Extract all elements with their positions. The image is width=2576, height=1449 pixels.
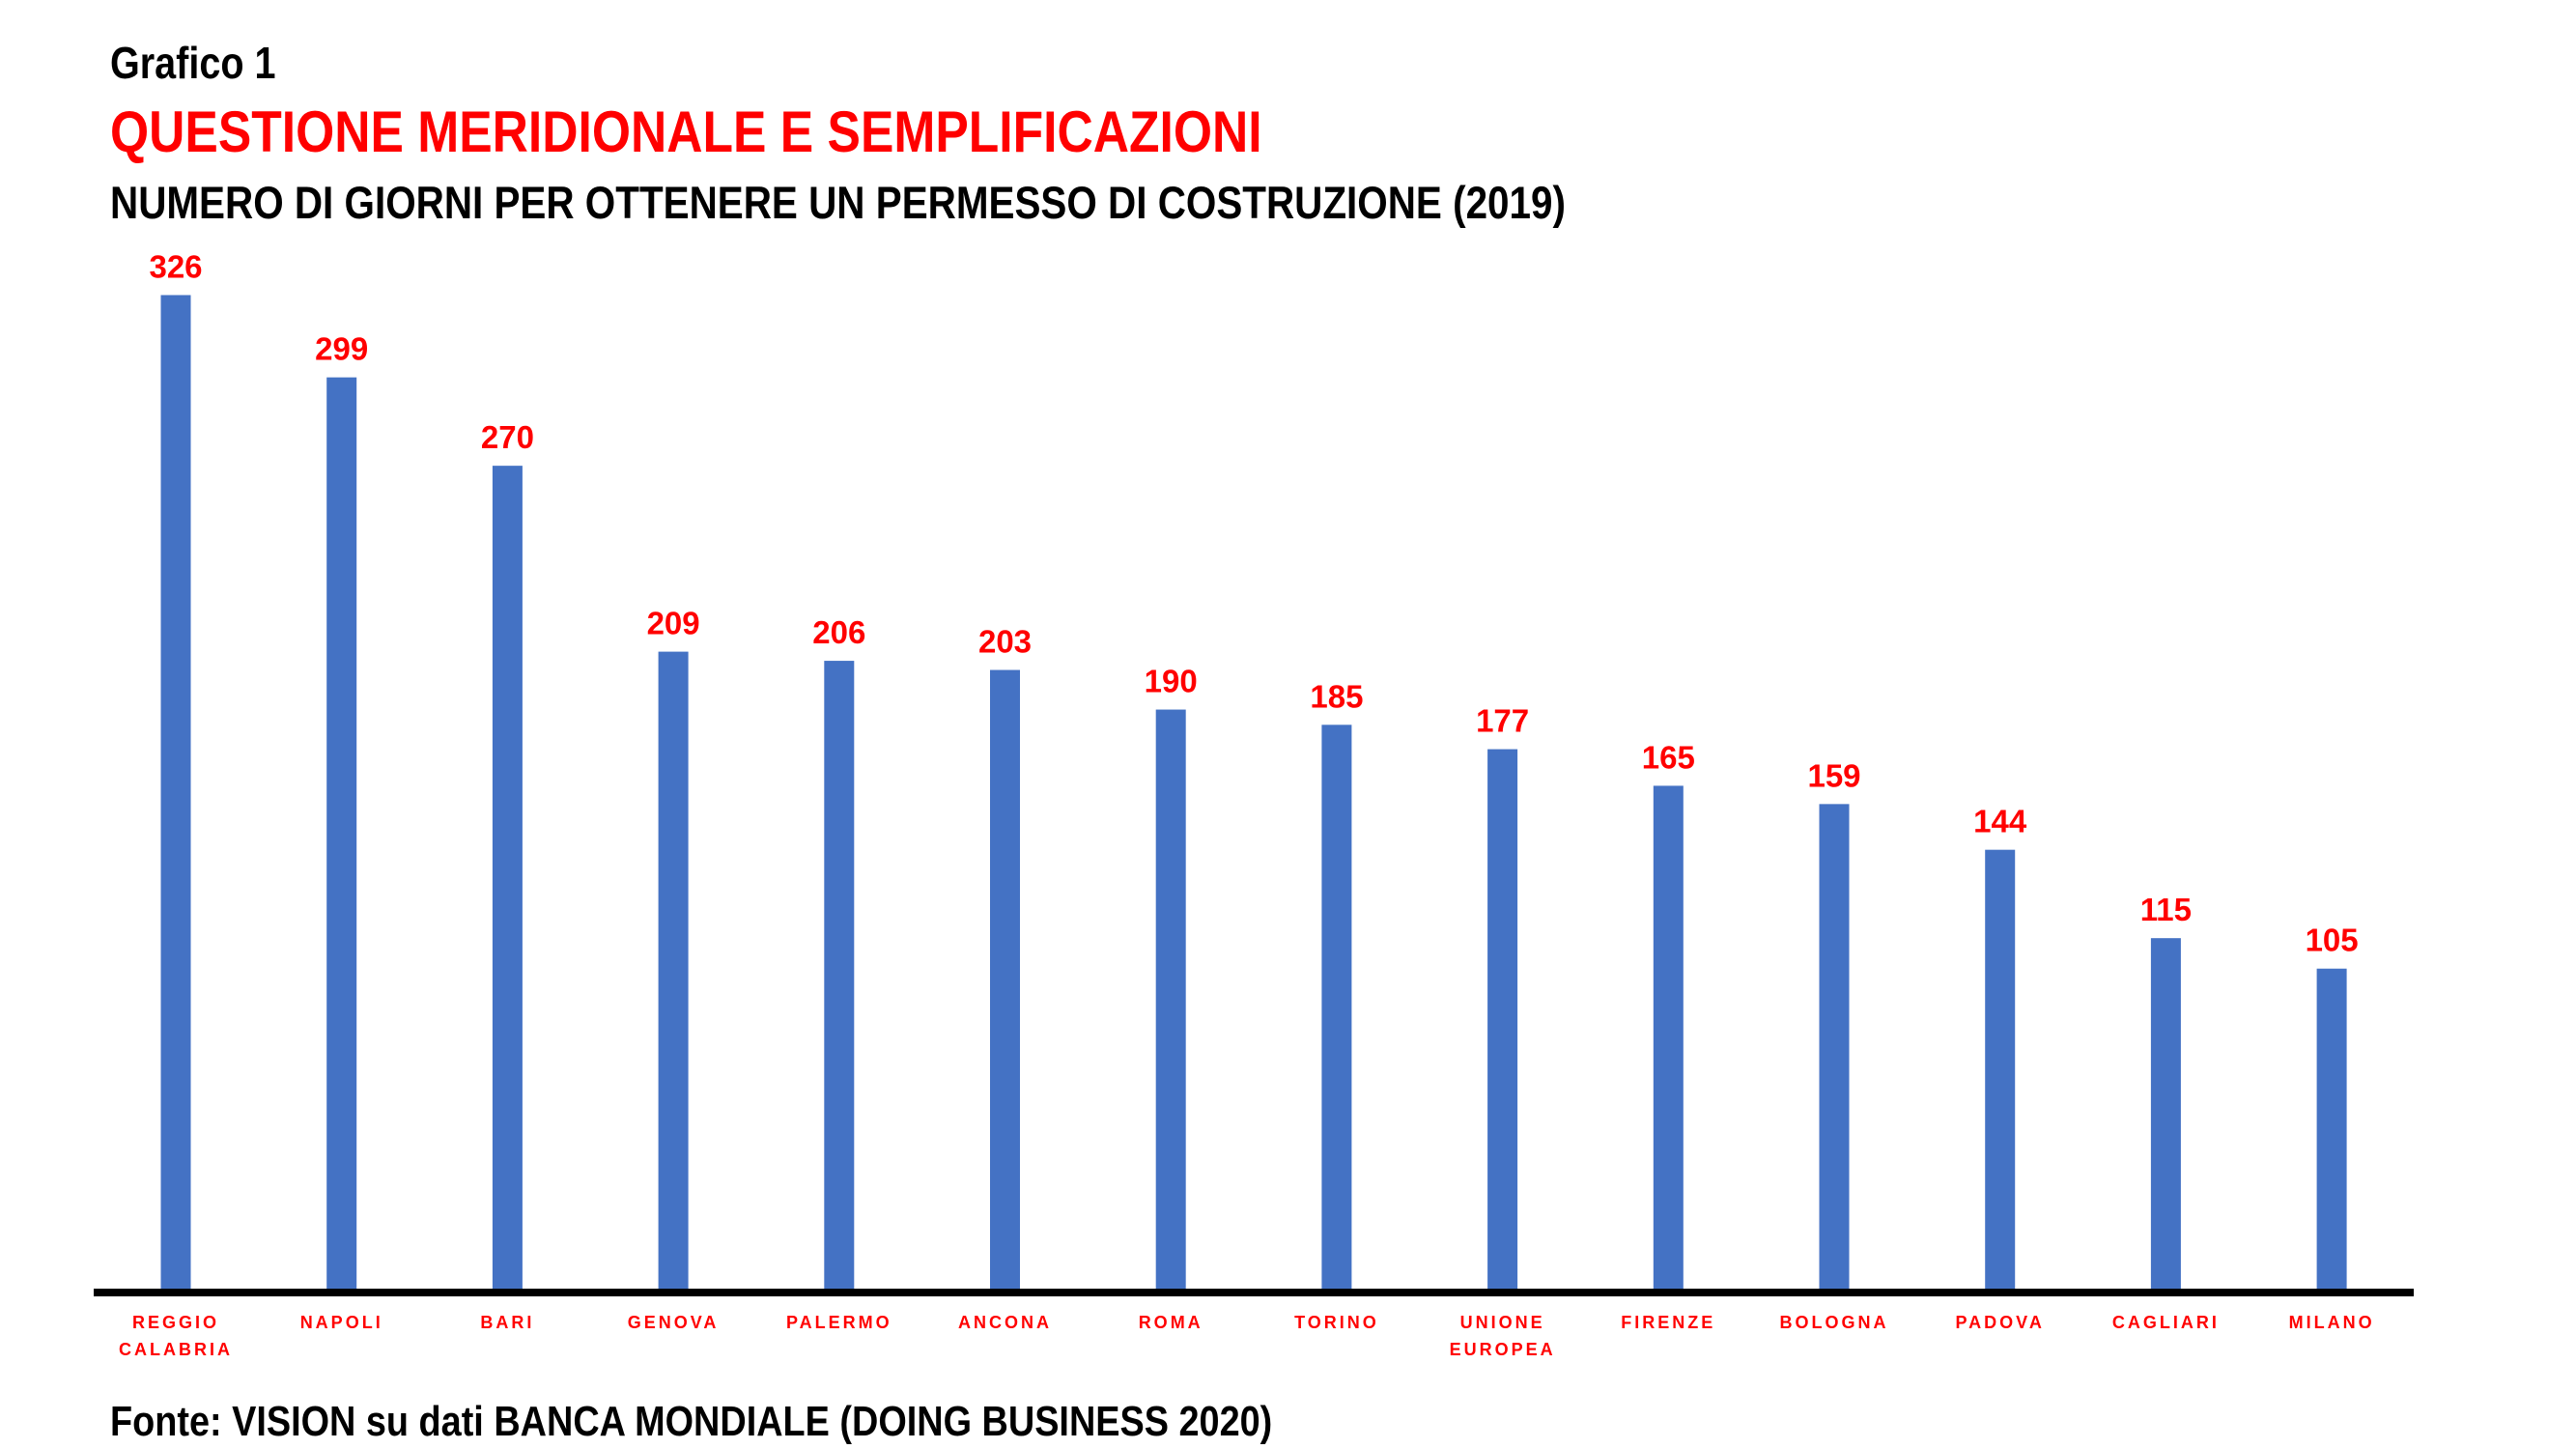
data-label: 190 — [1145, 664, 1198, 699]
data-label: 159 — [1807, 757, 1860, 793]
x-tick-label: REGGIO — [132, 1313, 219, 1332]
chart-subtitle: NUMERO DI GIORNI PER OTTENERE UN PERMESS… — [110, 177, 1566, 228]
bar — [1321, 724, 1352, 1289]
data-label: 105 — [2306, 923, 2359, 958]
bar — [326, 377, 357, 1289]
bar — [1819, 804, 1850, 1289]
x-axis — [94, 1289, 2414, 1296]
bar — [658, 651, 689, 1289]
x-tick-label: CALABRIA — [119, 1340, 233, 1359]
x-tick-label: ANCONA — [958, 1313, 1052, 1332]
bar — [1985, 849, 2016, 1289]
bar — [990, 669, 1020, 1289]
data-label: 144 — [1973, 804, 2027, 839]
x-tick-label: UNIONE — [1460, 1313, 1545, 1332]
x-tick-label: GENOVA — [628, 1313, 720, 1332]
x-tick-label: PALERMO — [786, 1313, 892, 1332]
data-label: 299 — [315, 331, 368, 367]
x-tick-label: EUROPEA — [1450, 1340, 1556, 1359]
x-tick-label: TORINO — [1294, 1313, 1379, 1332]
data-label: 206 — [812, 614, 865, 650]
x-tick-label: FIRENZE — [1621, 1313, 1715, 1332]
data-label: 165 — [1642, 739, 1695, 775]
x-tick-label: MILANO — [2289, 1313, 2375, 1332]
bar — [1155, 709, 1186, 1289]
data-label: 177 — [1476, 703, 1529, 739]
x-tick-label: CAGLIARI — [2112, 1313, 2220, 1332]
bar — [1653, 785, 1684, 1289]
x-tick-label: BARI — [480, 1313, 534, 1332]
x-tick-label: NAPOLI — [300, 1313, 383, 1332]
data-label: 209 — [647, 606, 700, 641]
data-label: 326 — [149, 248, 202, 284]
x-tick-label: ROMA — [1139, 1313, 1203, 1332]
data-label: 203 — [978, 624, 1032, 660]
data-label: 115 — [2140, 892, 2192, 927]
x-tick-label: PADOVA — [1956, 1313, 2045, 1332]
bar — [824, 661, 855, 1289]
source-note: Fonte: VISION su dati BANCA MONDIALE (DO… — [110, 1398, 1273, 1445]
data-label: 185 — [1310, 678, 1363, 714]
bar — [492, 466, 523, 1289]
chart-label: Grafico 1 — [110, 38, 276, 88]
data-label: 270 — [481, 419, 534, 455]
bar — [160, 295, 191, 1290]
bar — [2150, 938, 2181, 1289]
bar — [1487, 749, 1518, 1289]
chart-title: QUESTIONE MERIDIONALE E SEMPLIFICAZIONI — [110, 99, 1262, 164]
bar — [2316, 968, 2347, 1289]
x-tick-label: BOLOGNA — [1780, 1313, 1889, 1332]
